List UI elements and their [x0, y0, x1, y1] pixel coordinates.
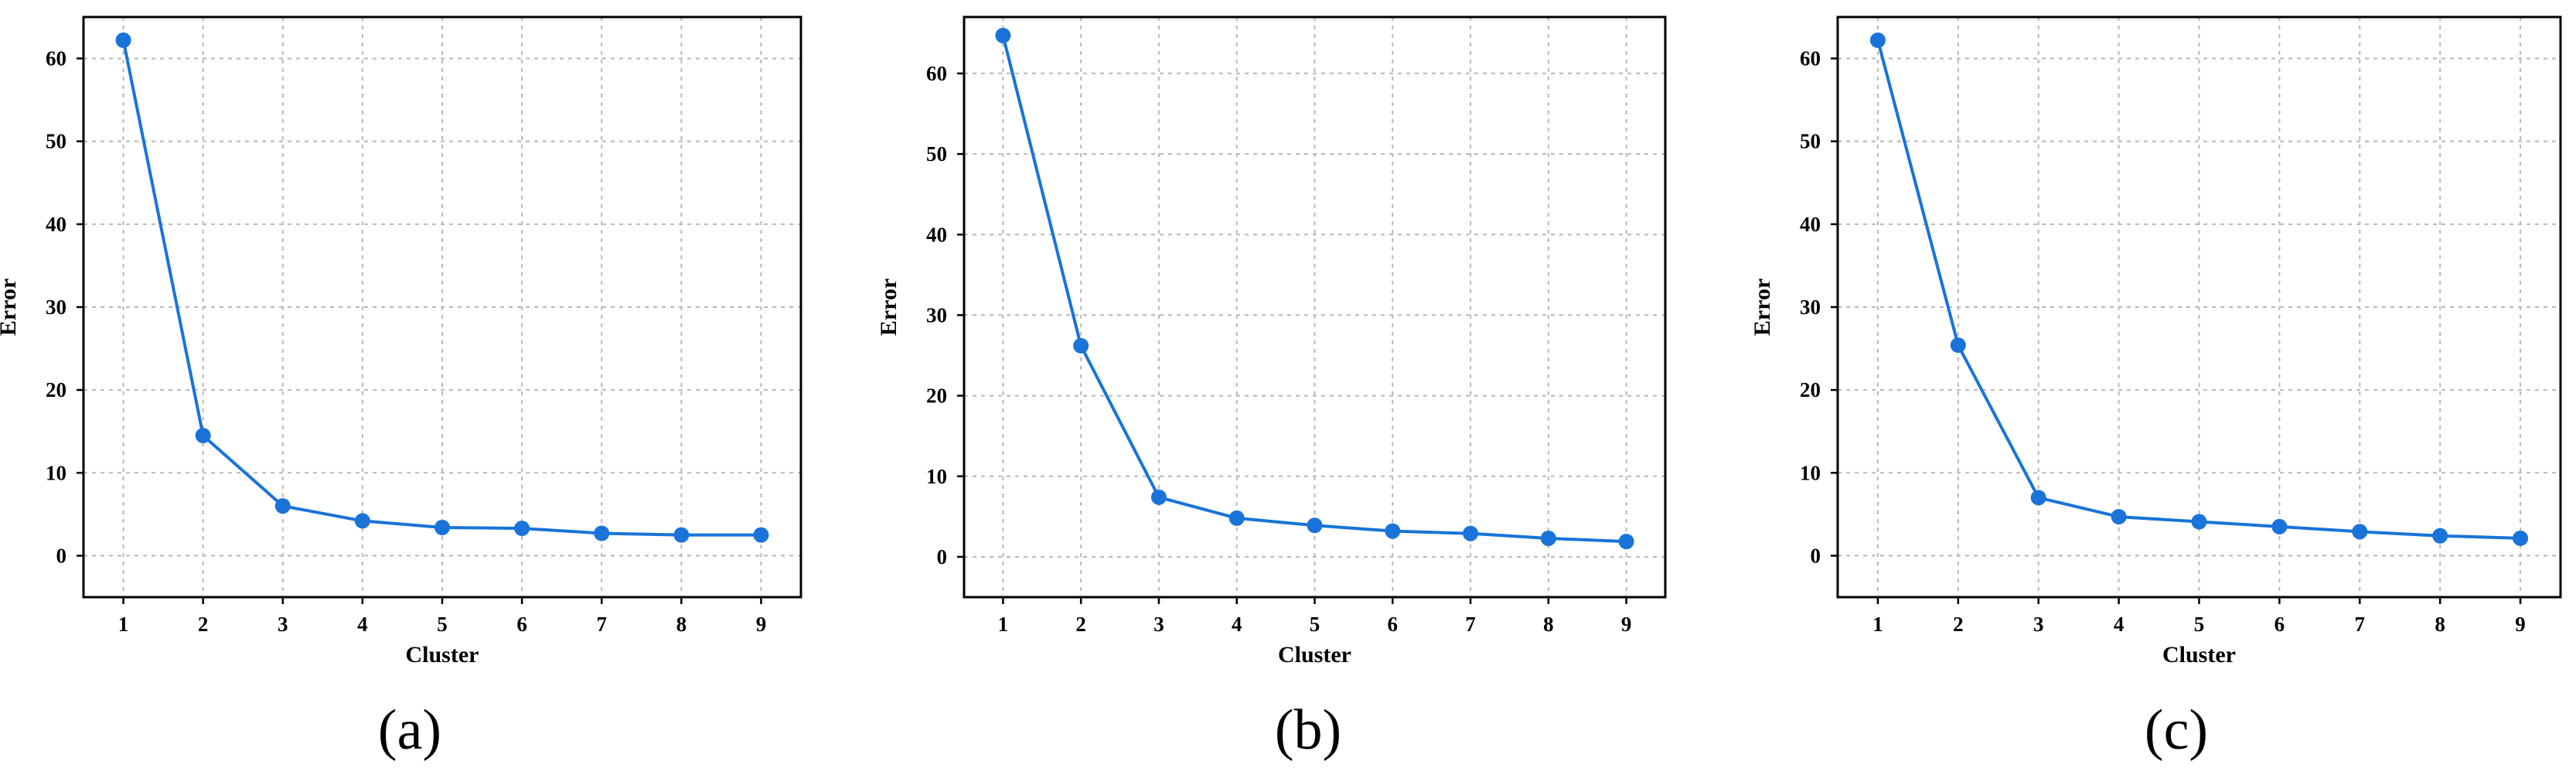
data-point — [115, 32, 131, 48]
x-tick-label: 5 — [2194, 613, 2205, 636]
data-point — [2191, 514, 2207, 530]
x-tick-label: 9 — [756, 613, 767, 636]
data-point — [2030, 490, 2046, 506]
panel-label: (a) — [378, 698, 441, 762]
y-tick-label: 40 — [46, 213, 66, 236]
x-tick-label: 1 — [118, 613, 129, 636]
gridlines — [83, 17, 801, 597]
data-point — [1307, 517, 1323, 534]
y-tick-label: 40 — [1800, 213, 1821, 236]
x-tick-label: 8 — [2435, 613, 2445, 636]
x-tick-label: 7 — [596, 613, 607, 636]
x-tick-label: 6 — [1388, 613, 1399, 636]
data-point — [434, 520, 450, 535]
y-tick-label: 50 — [926, 142, 947, 166]
data-point — [1385, 523, 1401, 539]
data-point — [995, 27, 1011, 43]
x-tick-label: 2 — [1953, 613, 1964, 636]
chart-panel-2: 1 2 3 4 5 6 7 8 9 0 10 20 30 40 50 60 Cluster Error (b) — [876, 15, 1667, 762]
data-point — [1073, 338, 1089, 353]
panel-label: (b) — [1275, 698, 1341, 762]
x-tick-label: 6 — [2274, 613, 2285, 636]
y-tick-label: 30 — [46, 295, 66, 319]
data-point — [673, 527, 690, 543]
x-tick-label: 4 — [357, 613, 368, 636]
panel-label: (c) — [2145, 698, 2208, 762]
y-tick-label: 20 — [1800, 378, 1821, 401]
x-tick-label: 5 — [1310, 613, 1320, 636]
data-point — [1228, 510, 1245, 526]
y-tick-label: 30 — [1800, 295, 1821, 319]
y-tick-label: 30 — [926, 303, 947, 326]
x-tick-label: 2 — [198, 613, 209, 636]
data-point — [2271, 518, 2288, 534]
y-tick-label: 60 — [46, 47, 66, 70]
data-point — [2432, 528, 2448, 544]
y-tick-label: 50 — [1800, 130, 1821, 153]
y-tick-label: 20 — [46, 378, 66, 401]
y-axis-label: Error — [0, 278, 21, 336]
x-tick-label: 8 — [1543, 613, 1554, 636]
y-tick-label: 10 — [46, 461, 66, 484]
data-point — [354, 513, 370, 529]
data-point — [753, 527, 769, 543]
x-tick-label: 9 — [2515, 613, 2526, 636]
series-line — [1876, 39, 2521, 540]
x-tick-label: 7 — [1465, 613, 1476, 636]
data-point — [2513, 530, 2529, 546]
x-tick-label: 4 — [2114, 613, 2125, 636]
chart-panel-1: 1 2 3 4 5 6 7 8 9 0 10 20 30 40 50 60 Cluster Error (a) — [0, 15, 802, 762]
x-axis-label: Cluster — [406, 642, 479, 668]
gridlines — [1838, 17, 2561, 597]
data-point — [1150, 489, 1167, 505]
chart-panel-3: 1 2 3 4 5 6 7 8 9 0 10 20 30 40 50 60 Cluster Error (c) — [1750, 15, 2562, 762]
y-tick-label: 0 — [56, 544, 67, 567]
y-tick-label: 50 — [46, 130, 66, 153]
data-point — [1869, 32, 1886, 48]
data-point — [1540, 530, 1556, 546]
y-axis-label: Error — [876, 278, 901, 336]
x-tick-label: 6 — [516, 613, 527, 636]
x-tick-label: 3 — [278, 613, 288, 636]
x-tick-label: 3 — [1153, 613, 1164, 636]
x-tick-label: 7 — [2355, 613, 2366, 636]
data-point — [274, 498, 291, 514]
x-tick-label: 1 — [1872, 613, 1883, 636]
gridlines — [964, 17, 1665, 597]
x-tick-label: 4 — [1232, 613, 1242, 636]
x-tick-label: 3 — [2033, 613, 2044, 636]
y-tick-label: 60 — [926, 62, 947, 85]
x-axis-label: Cluster — [1278, 642, 1351, 668]
y-tick-label: 10 — [926, 465, 947, 488]
y-tick-label: 0 — [937, 545, 948, 569]
data-point — [1618, 534, 1634, 550]
x-tick-label: 2 — [1075, 613, 1086, 636]
data-point — [2111, 509, 2127, 525]
data-point — [594, 525, 610, 541]
y-tick-label: 40 — [926, 223, 947, 246]
y-tick-label: 10 — [1800, 461, 1821, 484]
data-point — [2352, 524, 2368, 540]
x-tick-label: 1 — [998, 613, 1009, 636]
x-tick-label: 8 — [676, 613, 687, 636]
y-tick-label: 20 — [926, 384, 947, 408]
x-tick-label: 5 — [437, 613, 448, 636]
x-tick-label: 9 — [1621, 613, 1632, 636]
x-axis-label: Cluster — [2162, 642, 2236, 668]
y-tick-label: 0 — [1811, 544, 1821, 567]
data-point — [1950, 337, 1966, 353]
y-tick-label: 60 — [1800, 47, 1821, 70]
data-point — [1463, 525, 1479, 541]
data-point — [514, 521, 530, 537]
data-point — [195, 428, 211, 444]
y-axis-label: Error — [1750, 278, 1775, 336]
